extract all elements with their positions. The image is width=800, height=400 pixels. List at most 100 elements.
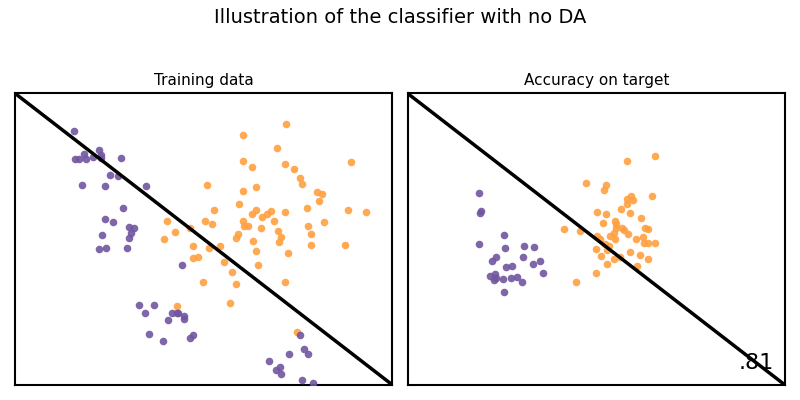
Point	[123, 235, 136, 241]
Point	[99, 245, 112, 252]
Point	[646, 192, 658, 199]
Point	[270, 367, 282, 373]
Point	[610, 221, 622, 228]
Point	[230, 235, 242, 241]
Point	[595, 252, 608, 259]
Point	[273, 238, 286, 245]
Point	[627, 196, 640, 203]
Point	[580, 180, 593, 186]
Point	[486, 258, 498, 264]
Point	[121, 244, 134, 251]
Point	[86, 154, 99, 160]
Point	[305, 242, 318, 248]
Point	[295, 377, 308, 384]
Point	[600, 182, 613, 188]
Point	[98, 216, 111, 222]
Point	[249, 207, 262, 213]
Title: Accuracy on target: Accuracy on target	[523, 73, 669, 88]
Point	[157, 338, 170, 344]
Point	[237, 222, 250, 229]
Point	[601, 260, 614, 267]
Point	[620, 158, 633, 165]
Point	[590, 246, 602, 252]
Point	[237, 218, 250, 224]
Point	[274, 364, 286, 370]
Title: Training data: Training data	[154, 73, 254, 88]
Point	[280, 121, 293, 127]
Point	[148, 302, 161, 308]
Point	[214, 242, 226, 249]
Point	[270, 144, 283, 151]
Point	[172, 310, 185, 316]
Point	[638, 224, 651, 231]
Point	[616, 225, 629, 231]
Text: Illustration of the classifier with no DA: Illustration of the classifier with no D…	[214, 8, 586, 27]
Point	[614, 206, 627, 212]
Point	[625, 192, 638, 199]
Point	[267, 218, 280, 224]
Point	[274, 234, 287, 240]
Point	[345, 158, 358, 165]
Point	[237, 158, 250, 164]
Point	[254, 224, 267, 231]
Point	[237, 188, 250, 194]
Point	[515, 279, 528, 285]
Point	[591, 208, 604, 215]
Point	[609, 224, 622, 231]
Point	[527, 244, 540, 251]
Point	[624, 210, 637, 216]
Point	[622, 231, 634, 237]
Point	[94, 152, 107, 158]
Point	[171, 310, 184, 316]
Point	[623, 248, 636, 255]
Point	[290, 328, 303, 335]
Point	[104, 172, 117, 178]
Point	[642, 240, 654, 247]
Text: .81: .81	[738, 353, 774, 373]
Point	[316, 191, 329, 197]
Point	[498, 289, 510, 295]
Point	[246, 211, 258, 217]
Point	[590, 233, 603, 239]
Point	[128, 225, 141, 232]
Point	[99, 183, 112, 190]
Point	[226, 269, 238, 276]
Point	[359, 209, 372, 216]
Point	[526, 260, 539, 267]
Point	[609, 218, 622, 224]
Point	[306, 380, 319, 387]
Point	[168, 229, 181, 236]
Point	[505, 275, 518, 282]
Point	[282, 350, 295, 357]
Point	[178, 312, 190, 319]
Point	[597, 220, 610, 226]
Point	[96, 232, 109, 238]
Point	[618, 227, 630, 233]
Point	[236, 132, 249, 138]
Point	[296, 180, 309, 187]
Point	[318, 219, 330, 225]
Point	[490, 254, 503, 260]
Point	[310, 189, 323, 196]
Point	[197, 279, 210, 286]
Point	[143, 330, 156, 337]
Point	[250, 184, 262, 190]
Point	[516, 254, 529, 260]
Point	[233, 200, 246, 207]
Point	[637, 234, 650, 240]
Point	[208, 207, 221, 213]
Point	[198, 217, 211, 224]
Point	[302, 223, 315, 229]
Point	[498, 245, 511, 251]
Point	[186, 331, 199, 338]
Point	[139, 182, 152, 189]
Point	[246, 237, 259, 244]
Point	[608, 236, 621, 242]
Point	[122, 224, 135, 230]
Point	[186, 243, 199, 250]
Point	[282, 250, 294, 256]
Point	[133, 302, 146, 309]
Point	[117, 205, 130, 211]
Point	[630, 236, 642, 242]
Point	[472, 241, 485, 248]
